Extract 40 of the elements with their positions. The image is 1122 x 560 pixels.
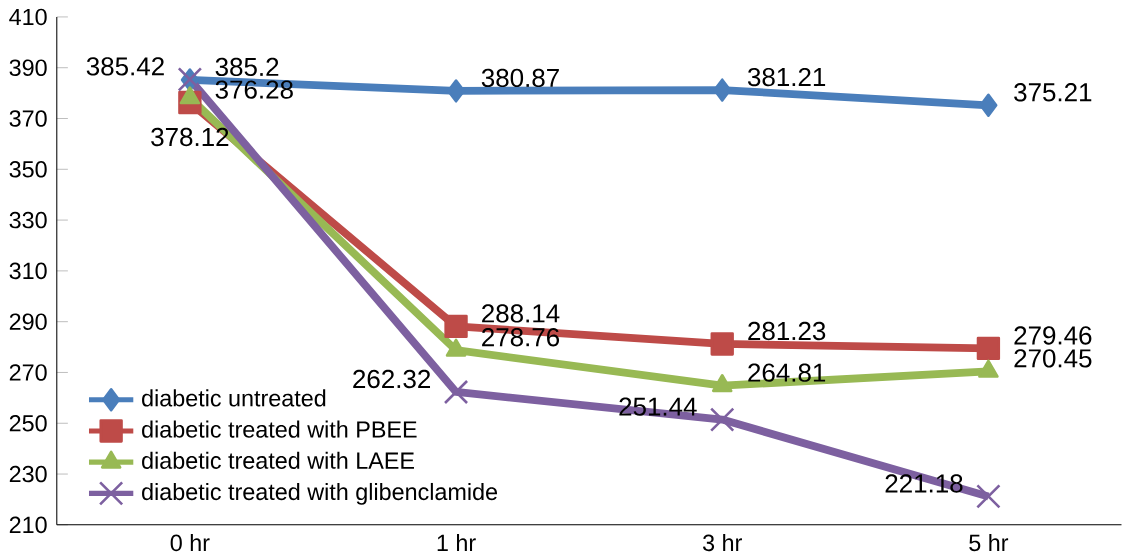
legend-label: diabetic treated with PBEE <box>142 420 417 438</box>
data-label: 288.14 <box>482 304 560 323</box>
data-label: 264.81 <box>748 363 826 382</box>
x-tick-label: 1 hr <box>437 534 476 552</box>
y-tick-label: 390 <box>9 59 47 77</box>
y-tick-label: 270 <box>9 364 47 381</box>
data-label: 385.2 <box>215 57 279 77</box>
data-label: 281.23 <box>748 321 826 341</box>
y-tick-label: 350 <box>9 161 47 178</box>
y-tick-label: 230 <box>9 465 47 483</box>
data-label: 381.21 <box>747 67 826 87</box>
x-tick-label: 5 hr <box>969 534 1009 552</box>
point <box>710 332 734 356</box>
y-tick-label: 310 <box>9 262 47 280</box>
data-label: 378.12 <box>151 127 229 147</box>
y-tick-label: 410 <box>9 8 47 26</box>
point <box>713 78 732 102</box>
point <box>709 407 735 432</box>
y-tick-label: 290 <box>9 313 47 331</box>
data-label: 262.32 <box>353 369 431 389</box>
y-tick-label: 370 <box>9 110 47 127</box>
data-label: 385.42 <box>86 57 164 76</box>
data-label: 380.87 <box>481 68 559 88</box>
legend-label: diabetic treated with LAEE <box>142 451 414 470</box>
data-label: 375.21 <box>1014 83 1092 102</box>
point <box>976 484 1001 509</box>
y-tick-label: 250 <box>9 415 47 432</box>
point <box>444 314 468 339</box>
point <box>446 79 466 103</box>
point <box>979 93 998 118</box>
point <box>443 379 469 405</box>
data-label: 279.46 <box>1014 326 1092 345</box>
x-tick-label: 0 hr <box>170 534 210 552</box>
data-label: 270.45 <box>1014 349 1092 368</box>
y-tick-label: 330 <box>9 211 47 229</box>
y-tick-label: 210 <box>9 516 47 534</box>
legend-label: diabetic untreated <box>142 389 326 407</box>
legend-label: diabetic treated with glibenclamide <box>142 483 498 505</box>
x-tick-label: 3 hr <box>703 534 742 552</box>
point <box>976 336 1001 361</box>
